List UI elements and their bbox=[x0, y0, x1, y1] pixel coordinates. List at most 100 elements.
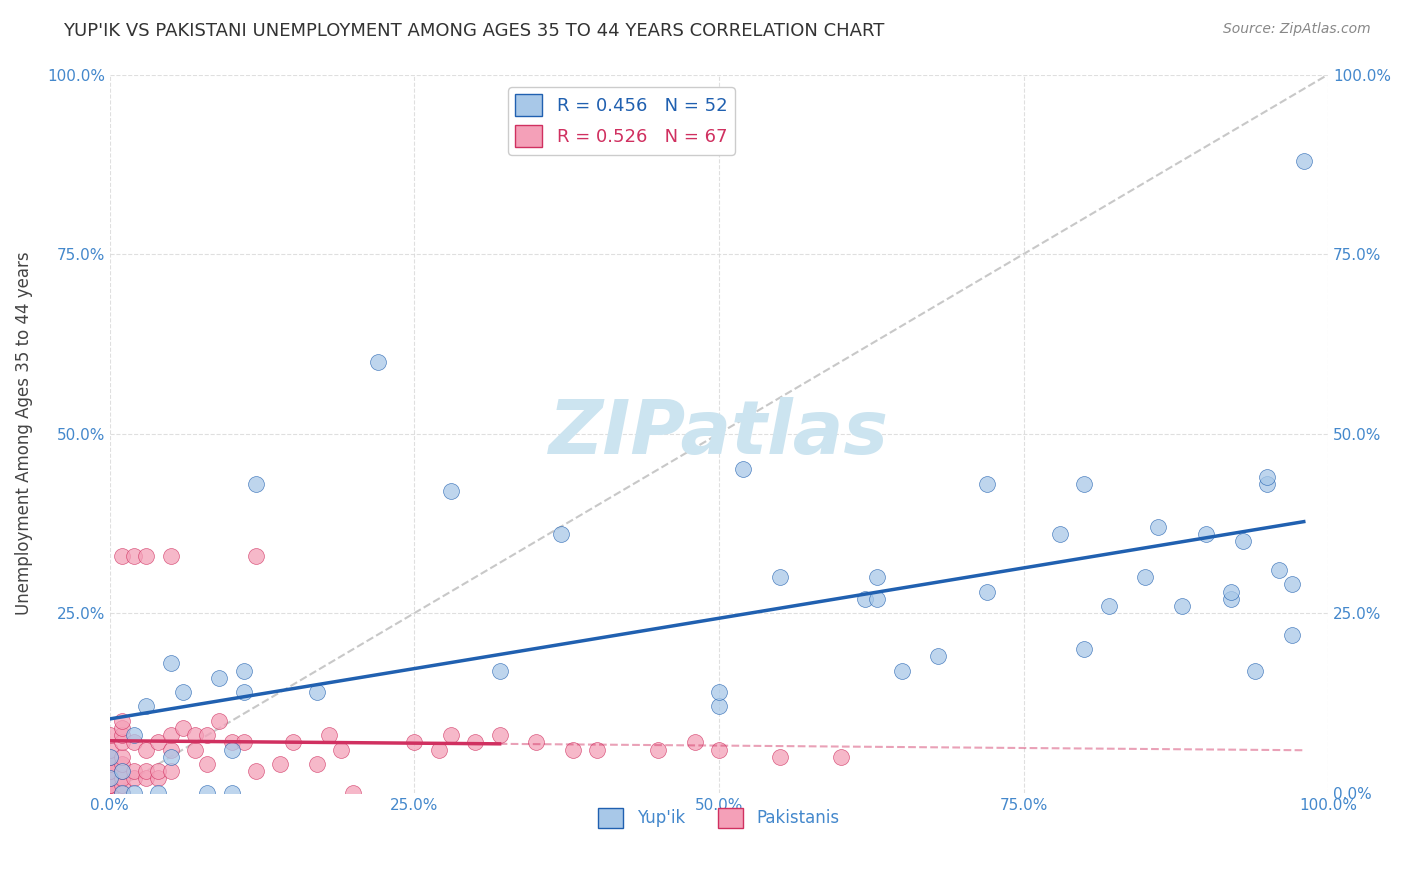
Point bbox=[208, 671, 231, 685]
Point bbox=[135, 699, 157, 714]
Point bbox=[159, 657, 181, 671]
Point bbox=[135, 772, 157, 786]
Point bbox=[305, 756, 328, 771]
Point bbox=[184, 728, 207, 742]
Point bbox=[98, 779, 121, 793]
Point bbox=[98, 756, 121, 771]
Point bbox=[245, 549, 267, 563]
Point bbox=[769, 570, 792, 584]
Point bbox=[1073, 642, 1095, 657]
Point bbox=[98, 779, 121, 793]
Text: Source: ZipAtlas.com: Source: ZipAtlas.com bbox=[1223, 22, 1371, 37]
Point bbox=[98, 772, 121, 786]
Point bbox=[232, 685, 254, 699]
Point bbox=[866, 591, 889, 606]
Point bbox=[122, 549, 145, 563]
Point bbox=[1195, 527, 1218, 541]
Point bbox=[232, 664, 254, 678]
Point bbox=[269, 756, 291, 771]
Point bbox=[1256, 476, 1278, 491]
Point bbox=[159, 749, 181, 764]
Point bbox=[1232, 534, 1254, 549]
Point bbox=[232, 735, 254, 749]
Point bbox=[1219, 591, 1241, 606]
Point bbox=[1098, 599, 1121, 613]
Point bbox=[98, 749, 121, 764]
Point bbox=[148, 735, 170, 749]
Point bbox=[122, 764, 145, 778]
Point bbox=[221, 742, 243, 756]
Point bbox=[330, 742, 353, 756]
Point bbox=[221, 735, 243, 749]
Point bbox=[1244, 664, 1267, 678]
Point bbox=[208, 714, 231, 728]
Point bbox=[111, 772, 134, 786]
Point bbox=[1135, 570, 1157, 584]
Point bbox=[195, 728, 218, 742]
Point bbox=[830, 749, 852, 764]
Point bbox=[135, 764, 157, 778]
Point bbox=[159, 728, 181, 742]
Point bbox=[122, 735, 145, 749]
Point bbox=[1171, 599, 1194, 613]
Point bbox=[561, 742, 583, 756]
Point bbox=[98, 764, 121, 778]
Point bbox=[98, 786, 121, 800]
Point bbox=[769, 749, 792, 764]
Point bbox=[404, 735, 426, 749]
Point bbox=[890, 664, 912, 678]
Point bbox=[111, 786, 134, 800]
Point bbox=[111, 786, 134, 800]
Point bbox=[866, 570, 889, 584]
Point bbox=[1281, 577, 1303, 591]
Point bbox=[98, 764, 121, 778]
Point bbox=[135, 549, 157, 563]
Point bbox=[440, 728, 463, 742]
Point bbox=[111, 714, 134, 728]
Point bbox=[367, 355, 389, 369]
Point bbox=[111, 735, 134, 749]
Point bbox=[1219, 584, 1241, 599]
Point bbox=[488, 664, 510, 678]
Point bbox=[853, 591, 876, 606]
Point bbox=[122, 772, 145, 786]
Point bbox=[111, 779, 134, 793]
Point bbox=[111, 549, 134, 563]
Point bbox=[98, 728, 121, 742]
Point bbox=[1073, 476, 1095, 491]
Point bbox=[524, 735, 547, 749]
Point bbox=[148, 764, 170, 778]
Point bbox=[707, 685, 730, 699]
Point bbox=[195, 786, 218, 800]
Point bbox=[683, 735, 706, 749]
Point bbox=[707, 742, 730, 756]
Point bbox=[172, 721, 194, 735]
Point bbox=[195, 756, 218, 771]
Point bbox=[159, 742, 181, 756]
Point bbox=[98, 786, 121, 800]
Point bbox=[1268, 563, 1291, 577]
Point bbox=[172, 685, 194, 699]
Point bbox=[122, 728, 145, 742]
Point bbox=[159, 764, 181, 778]
Point bbox=[305, 685, 328, 699]
Point bbox=[342, 786, 364, 800]
Point bbox=[111, 756, 134, 771]
Point bbox=[550, 527, 572, 541]
Point bbox=[1146, 520, 1168, 534]
Point bbox=[647, 742, 669, 756]
Point bbox=[159, 549, 181, 563]
Point bbox=[1292, 153, 1315, 168]
Point bbox=[318, 728, 340, 742]
Point bbox=[586, 742, 609, 756]
Point bbox=[98, 786, 121, 800]
Point bbox=[111, 728, 134, 742]
Point bbox=[111, 749, 134, 764]
Point bbox=[707, 699, 730, 714]
Point bbox=[427, 742, 450, 756]
Point bbox=[245, 476, 267, 491]
Point bbox=[135, 742, 157, 756]
Point bbox=[111, 764, 134, 778]
Point bbox=[976, 584, 998, 599]
Point bbox=[976, 476, 998, 491]
